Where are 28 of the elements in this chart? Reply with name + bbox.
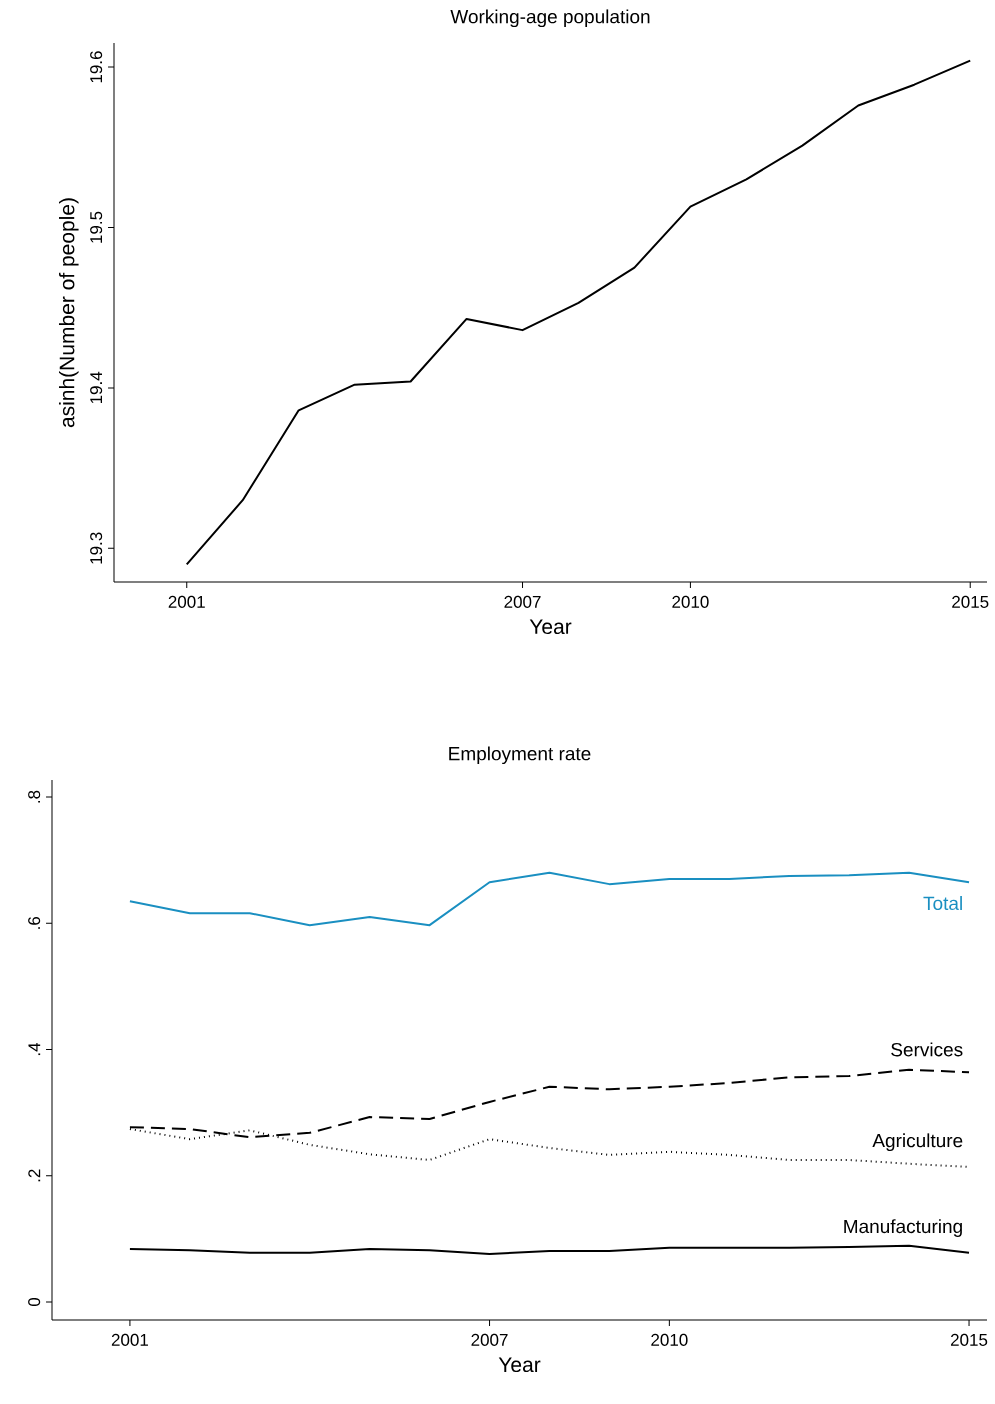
y-tick-label: 0 — [28, 1297, 41, 1307]
line-series — [128, 871, 971, 927]
y-axis-title: asinh(Number of people) — [58, 198, 79, 428]
y-tick-label: .4 — [28, 1042, 41, 1056]
y-tick-label: .6 — [28, 916, 41, 929]
x-tick-label: 2001 — [111, 1333, 148, 1346]
y-tick-label: .2 — [28, 1169, 41, 1182]
y-tick-label: 19.6 — [90, 51, 103, 83]
x-tick-label: 2015 — [950, 1333, 988, 1346]
line-series — [185, 59, 972, 566]
series-label: Total — [923, 896, 962, 911]
chart-title: Working-age population — [450, 9, 650, 28]
x-tick-label: 2007 — [471, 1333, 508, 1346]
x-tick-label: 2007 — [504, 595, 541, 608]
x-tick-label: 2015 — [952, 595, 989, 608]
x-tick-label: 2010 — [672, 595, 709, 608]
x-tick-label: 2010 — [651, 1333, 688, 1346]
series-label: Services — [891, 1042, 963, 1057]
y-tick-label: .8 — [28, 790, 41, 803]
series-label: Agriculture — [872, 1133, 963, 1152]
series-label: Manufacturing — [844, 1219, 962, 1237]
y-tick-label: 19.4 — [90, 371, 103, 404]
chart-title: Employment rate — [449, 746, 591, 765]
y-tick-label: 19.5 — [90, 211, 103, 243]
x-axis-title: Year — [498, 1357, 541, 1373]
y-tick-label: 19.3 — [90, 532, 103, 564]
x-tick-label: 2001 — [168, 595, 205, 608]
x-axis-title: Year — [529, 619, 572, 635]
